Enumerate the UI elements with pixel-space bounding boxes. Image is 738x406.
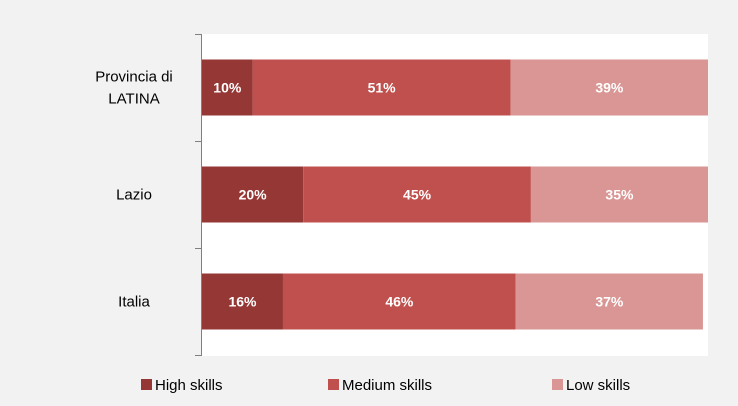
- legend-label-3: Low skills: [566, 377, 630, 394]
- data-label-1-cat-1: 10%: [213, 80, 242, 96]
- data-label-3-cat-3: 37%: [595, 294, 624, 310]
- bar-2-cat-1: [252, 59, 511, 116]
- legend-swatch-3: [552, 379, 563, 390]
- data-label-1-cat-3: 16%: [228, 294, 257, 310]
- legend-label-2: Medium skills: [342, 377, 432, 394]
- legend-item-3: Low skills: [552, 377, 630, 394]
- bar-3-cat-2: [530, 166, 708, 223]
- category-labels: Provincia di LATINA Lazio Italia: [95, 69, 173, 311]
- category-label-1-line-2: LATINA: [108, 91, 159, 108]
- legend-item-1: High skills: [141, 377, 223, 394]
- data-label-2-cat-2: 45%: [403, 187, 432, 203]
- bar-3-cat-3: [515, 273, 703, 330]
- category-label-1-line-1: Provincia di: [95, 69, 173, 86]
- legend: High skills Medium skills Low skills: [141, 377, 630, 394]
- legend-label-1: High skills: [155, 377, 223, 394]
- data-label-2-cat-3: 46%: [385, 294, 414, 310]
- data-label-1-cat-2: 20%: [239, 187, 268, 203]
- category-label-2: Lazio: [116, 187, 152, 204]
- bar-1-cat-1: [202, 59, 253, 116]
- legend-swatch-2: [328, 379, 339, 390]
- legend-swatch-1: [141, 379, 152, 390]
- legend-item-2: Medium skills: [328, 377, 432, 394]
- bar-1-cat-3: [202, 273, 283, 330]
- data-label-3-cat-2: 35%: [605, 187, 634, 203]
- bar-3-cat-1: [510, 59, 708, 116]
- data-label-3-cat-1: 39%: [595, 80, 624, 96]
- bars-layer: 10% 51% 39% 20% 45% 35% 16% 46% 37%: [202, 59, 708, 330]
- data-label-2-cat-1: 51%: [368, 80, 397, 96]
- bar-1-cat-2: [202, 166, 304, 223]
- bar-2-cat-2: [303, 166, 531, 223]
- bar-2-cat-3: [282, 273, 516, 330]
- category-label-3: Italia: [118, 294, 150, 311]
